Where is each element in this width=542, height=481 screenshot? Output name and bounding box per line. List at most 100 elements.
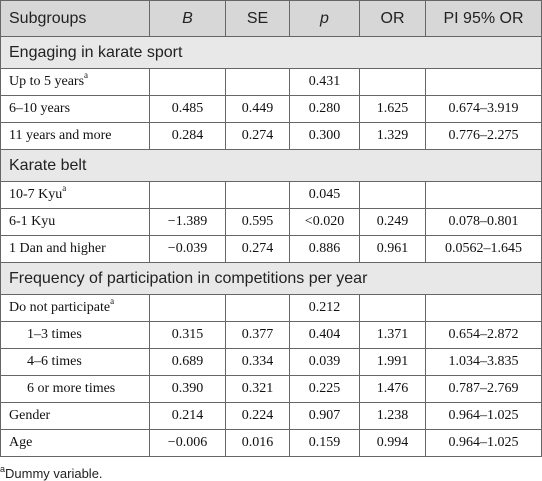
- se-value: [225, 68, 290, 96]
- p-value: 0.886: [289, 235, 360, 263]
- se-value: 0.449: [225, 95, 290, 123]
- header-subgroups: Subgroups: [0, 0, 150, 37]
- p-value: 0.280: [289, 95, 360, 123]
- p-value: 0.225: [289, 375, 360, 403]
- regression-table: Subgroups B SE p OR PI 95% OR Engaging i…: [0, 0, 542, 457]
- row-label-cell: Gender: [0, 402, 150, 430]
- row-label: Gender: [9, 408, 51, 423]
- row-label: Do not participate: [9, 300, 111, 315]
- row-label-cell: 6–10 years: [0, 95, 150, 123]
- or-value: 0.961: [359, 235, 426, 263]
- header-pi: PI 95% OR: [425, 0, 542, 37]
- section-title: Karate belt: [0, 149, 542, 182]
- header-se: SE: [225, 0, 290, 37]
- row-label-cell: 6 or more times: [0, 375, 150, 403]
- row-label-cell: 6-1 Kyu: [0, 208, 150, 236]
- row-label: 6 or more times: [27, 381, 116, 396]
- table-row: 4–6 times 0.689 0.334 0.039 1.991 1.034–3.835: [0, 348, 542, 376]
- table-row: 11 years and more 0.284 0.274 0.300 1.329 0.7…: [0, 122, 542, 150]
- pi-value: [425, 68, 542, 96]
- row-label: 6-1 Kyu: [9, 214, 56, 229]
- pi-value: 0.776–2.275: [425, 122, 542, 150]
- table-row: 6 or more times 0.390 0.321 0.225 1.476 0.787…: [0, 375, 542, 403]
- pi-value: 0.787–2.769: [425, 375, 542, 403]
- p-value: 0.045: [289, 181, 360, 209]
- table-row: 10-7 Kyua 0.045: [0, 181, 542, 209]
- se-value: 0.274: [225, 235, 290, 263]
- pi-value: [425, 294, 542, 322]
- b-value: −1.389: [149, 208, 226, 236]
- table-row: Do not participatea 0.212: [0, 294, 542, 322]
- row-label: 11 years and more: [9, 128, 112, 143]
- section-header-row: Karate belt: [0, 149, 542, 182]
- pi-value: 0.0562–1.645: [425, 235, 542, 263]
- se-value: 0.377: [225, 321, 290, 349]
- or-value: [359, 68, 426, 96]
- section-header-row: Frequency of participation in competitio…: [0, 262, 542, 295]
- pi-value: [425, 181, 542, 209]
- table-row: Age −0.006 0.016 0.159 0.994 0.964–1.025: [0, 429, 542, 457]
- se-value: [225, 294, 290, 322]
- se-value: 0.321: [225, 375, 290, 403]
- row-label-cell: 1–3 times: [0, 321, 150, 349]
- pi-value: 0.964–1.025: [425, 429, 542, 457]
- table-row: Gender 0.214 0.224 0.907 1.238 0.964–1.025: [0, 402, 542, 430]
- or-value: 1.476: [359, 375, 426, 403]
- table-row: 6–10 years 0.485 0.449 0.280 1.625 0.674–3.91…: [0, 95, 542, 123]
- p-value: 0.431: [289, 68, 360, 96]
- se-value: 0.274: [225, 122, 290, 150]
- se-value: 0.224: [225, 402, 290, 430]
- or-value: [359, 181, 426, 209]
- table-row: 1 Dan and higher −0.039 0.274 0.886 0.961 0.0…: [0, 235, 542, 263]
- se-value: [225, 181, 290, 209]
- dummy-variable-mark: a: [84, 70, 89, 81]
- pi-value: 0.674–3.919: [425, 95, 542, 123]
- row-label: 1 Dan and higher: [9, 241, 106, 256]
- or-value: 1.371: [359, 321, 426, 349]
- se-value: 0.016: [225, 429, 290, 457]
- dummy-variable-mark: a: [110, 296, 115, 307]
- or-value: 1.238: [359, 402, 426, 430]
- b-value: −0.039: [149, 235, 226, 263]
- b-value: 0.315: [149, 321, 226, 349]
- section-title: Engaging in karate sport: [0, 36, 542, 69]
- section-title: Frequency of participation in competitio…: [0, 262, 542, 295]
- table-row: 6-1 Kyu −1.389 0.595 <0.020 0.249 0.078–0.801: [0, 208, 542, 236]
- b-value: 0.689: [149, 348, 226, 376]
- section-header-row: Engaging in karate sport: [0, 36, 542, 69]
- footnote-mark: a: [0, 463, 6, 474]
- p-value: 0.212: [289, 294, 360, 322]
- row-label: Up to 5 years: [9, 74, 85, 89]
- p-value: 0.159: [289, 429, 360, 457]
- table-row: Up to 5 yearsa 0.431: [0, 68, 542, 96]
- dummy-variable-mark: a: [62, 183, 67, 194]
- or-value: 1.329: [359, 122, 426, 150]
- or-value: [359, 294, 426, 322]
- row-label: Age: [9, 435, 33, 450]
- row-label-cell: 11 years and more: [0, 122, 150, 150]
- b-value: 0.214: [149, 402, 226, 430]
- footnote: aDummy variable.: [0, 463, 542, 481]
- row-label-cell: 4–6 times: [0, 348, 150, 376]
- row-label: 6–10 years: [9, 101, 71, 116]
- table-row: 1–3 times 0.315 0.377 0.404 1.371 0.654–2.872: [0, 321, 542, 349]
- b-value: 0.390: [149, 375, 226, 403]
- row-label-cell: Do not participatea: [0, 294, 150, 322]
- pi-value: 0.078–0.801: [425, 208, 542, 236]
- row-label-cell: 10-7 Kyua: [0, 181, 150, 209]
- or-value: 0.994: [359, 429, 426, 457]
- row-label-cell: Age: [0, 429, 150, 457]
- p-value: <0.020: [289, 208, 360, 236]
- row-label: 4–6 times: [27, 354, 82, 369]
- b-value: −0.006: [149, 429, 226, 457]
- row-label: 10-7 Kyu: [9, 187, 63, 202]
- b-value: 0.284: [149, 122, 226, 150]
- b-value: [149, 181, 226, 209]
- p-value: 0.404: [289, 321, 360, 349]
- b-value: [149, 294, 226, 322]
- row-label: 1–3 times: [27, 327, 82, 342]
- p-value: 0.300: [289, 122, 360, 150]
- header-p: p: [289, 0, 360, 37]
- row-label-cell: Up to 5 yearsa: [0, 68, 150, 96]
